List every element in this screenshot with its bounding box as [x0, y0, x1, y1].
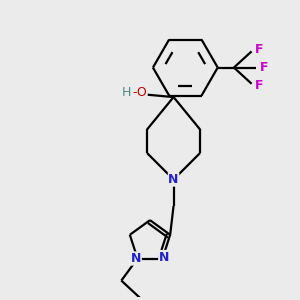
Text: F: F [260, 61, 269, 74]
Text: N: N [131, 252, 141, 265]
Text: F: F [255, 79, 263, 92]
Text: H: H [122, 86, 131, 99]
Text: N: N [168, 173, 179, 186]
Text: F: F [255, 44, 263, 56]
Text: -O: -O [132, 86, 147, 99]
Text: N: N [159, 250, 169, 263]
